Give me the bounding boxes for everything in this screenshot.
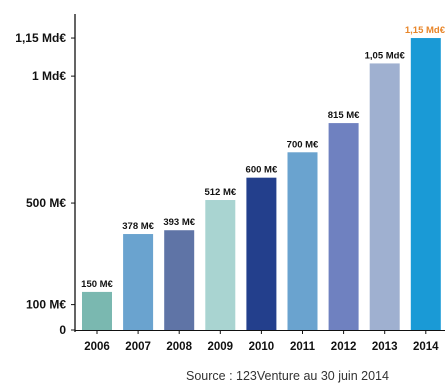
bar-2014: [410, 38, 441, 330]
y-tick-label: 1 Md€: [32, 69, 66, 83]
y-tick-label: 1,15 Md€: [15, 31, 66, 45]
y-tick-label: 100 M€: [26, 298, 66, 312]
y-axis: 0 100 M€ 500 M€ 1 Md€ 1,15 Md€: [15, 14, 445, 337]
data-label-2006: 150 M€: [81, 279, 113, 290]
data-label-2007: 378 M€: [122, 221, 154, 232]
x-axis-ticks: 2006 2007 2008 2009 2010 2011 2012 2013 2014: [84, 330, 439, 353]
y-tick-label: 0: [59, 323, 66, 337]
x-tick-label-2011: 2011: [290, 341, 316, 353]
x-tick-label-2014: 2014: [413, 341, 439, 353]
data-label-2014: 1,15 Md€: [405, 25, 445, 36]
source-note: Source : 123Venture au 30 juin 2014: [186, 369, 389, 383]
x-tick-label-2006: 2006: [84, 341, 110, 353]
data-label-2008: 393 M€: [163, 217, 195, 228]
x-tick-label-2010: 2010: [249, 341, 275, 353]
bar-2009: [205, 200, 236, 330]
bars: 150 M€ 378 M€ 393 M€ 512 M€ 600 M€ 700 M€ 815 …: [81, 25, 445, 331]
bar-2008: [164, 230, 195, 330]
x-tick-label-2008: 2008: [166, 341, 192, 353]
bar-2011: [287, 152, 318, 330]
x-tick-label-2013: 2013: [372, 341, 398, 353]
data-label-2013: 1,05 Md€: [365, 50, 406, 61]
bar-2012: [328, 123, 359, 330]
data-label-2010: 600 M€: [246, 165, 278, 176]
bar-2007: [123, 234, 154, 330]
x-tick-label-2007: 2007: [125, 341, 151, 353]
data-label-2009: 512 M€: [204, 187, 236, 198]
data-label-2012: 815 M€: [328, 110, 360, 121]
x-tick-label-2012: 2012: [331, 341, 357, 353]
x-tick-label-2009: 2009: [208, 341, 234, 353]
data-label-2011: 700 M€: [287, 139, 319, 150]
bar-2013: [369, 63, 400, 331]
bar-2006: [82, 291, 112, 330]
bar-2010: [246, 177, 277, 330]
y-tick-label: 500 M€: [26, 196, 66, 210]
